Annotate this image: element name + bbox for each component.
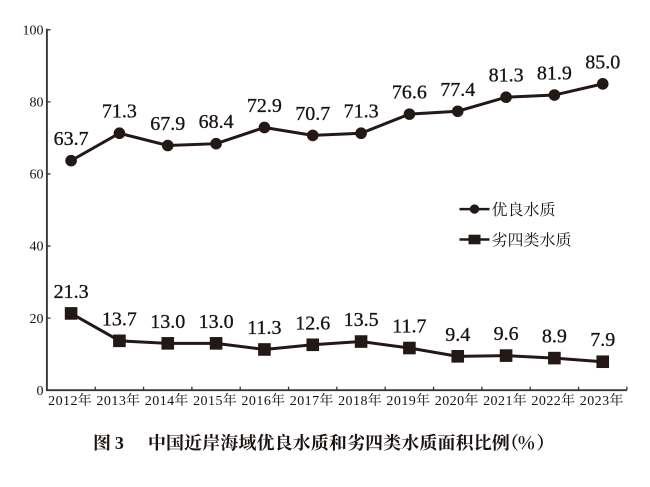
svg-text:40: 40 <box>30 240 44 255</box>
svg-text:12.6: 12.6 <box>295 312 330 334</box>
svg-text:20: 20 <box>30 312 44 327</box>
svg-text:2018: 2018 <box>338 394 367 409</box>
svg-text:2021: 2021 <box>483 394 512 409</box>
svg-text:77.4: 77.4 <box>440 79 475 101</box>
svg-text:70.7: 70.7 <box>295 103 330 125</box>
svg-text:85.0: 85.0 <box>585 51 620 73</box>
svg-text:13.7: 13.7 <box>102 308 137 330</box>
svg-text:13.0: 13.0 <box>150 311 185 333</box>
svg-text:63.7: 63.7 <box>54 128 89 150</box>
svg-text:13.0: 13.0 <box>199 311 234 333</box>
svg-text:71.3: 71.3 <box>102 101 137 123</box>
svg-text:2020: 2020 <box>435 394 464 409</box>
svg-text:11.3: 11.3 <box>247 317 281 339</box>
svg-text:2014: 2014 <box>145 394 174 409</box>
svg-text:2019: 2019 <box>386 394 415 409</box>
svg-text:11.7: 11.7 <box>392 316 426 338</box>
svg-text:100: 100 <box>23 24 44 39</box>
svg-text:0: 0 <box>37 384 44 399</box>
svg-text:21.3: 21.3 <box>54 281 89 303</box>
svg-text:8.9: 8.9 <box>542 326 567 348</box>
svg-text:60: 60 <box>30 168 44 183</box>
svg-text:68.4: 68.4 <box>199 111 234 133</box>
svg-text:71.3: 71.3 <box>344 101 379 123</box>
svg-text:81.3: 81.3 <box>489 65 524 87</box>
svg-text:7.9: 7.9 <box>590 329 615 351</box>
svg-text:2013: 2013 <box>96 394 125 409</box>
svg-text:76.6: 76.6 <box>392 82 427 104</box>
svg-text:9.6: 9.6 <box>494 323 519 345</box>
svg-text:2012: 2012 <box>48 394 77 409</box>
svg-text:2022: 2022 <box>531 394 560 409</box>
svg-text:81.9: 81.9 <box>537 63 572 85</box>
svg-text:2023: 2023 <box>580 394 609 409</box>
svg-text:72.9: 72.9 <box>247 95 282 117</box>
svg-text:2015: 2015 <box>193 394 222 409</box>
svg-text:13.5: 13.5 <box>344 309 379 331</box>
svg-text:67.9: 67.9 <box>150 113 185 135</box>
svg-text:2016: 2016 <box>241 394 270 409</box>
svg-text:3: 3 <box>115 433 124 453</box>
svg-text:2017: 2017 <box>290 394 319 409</box>
svg-text:80: 80 <box>30 96 44 111</box>
svg-text:9.4: 9.4 <box>445 324 470 346</box>
